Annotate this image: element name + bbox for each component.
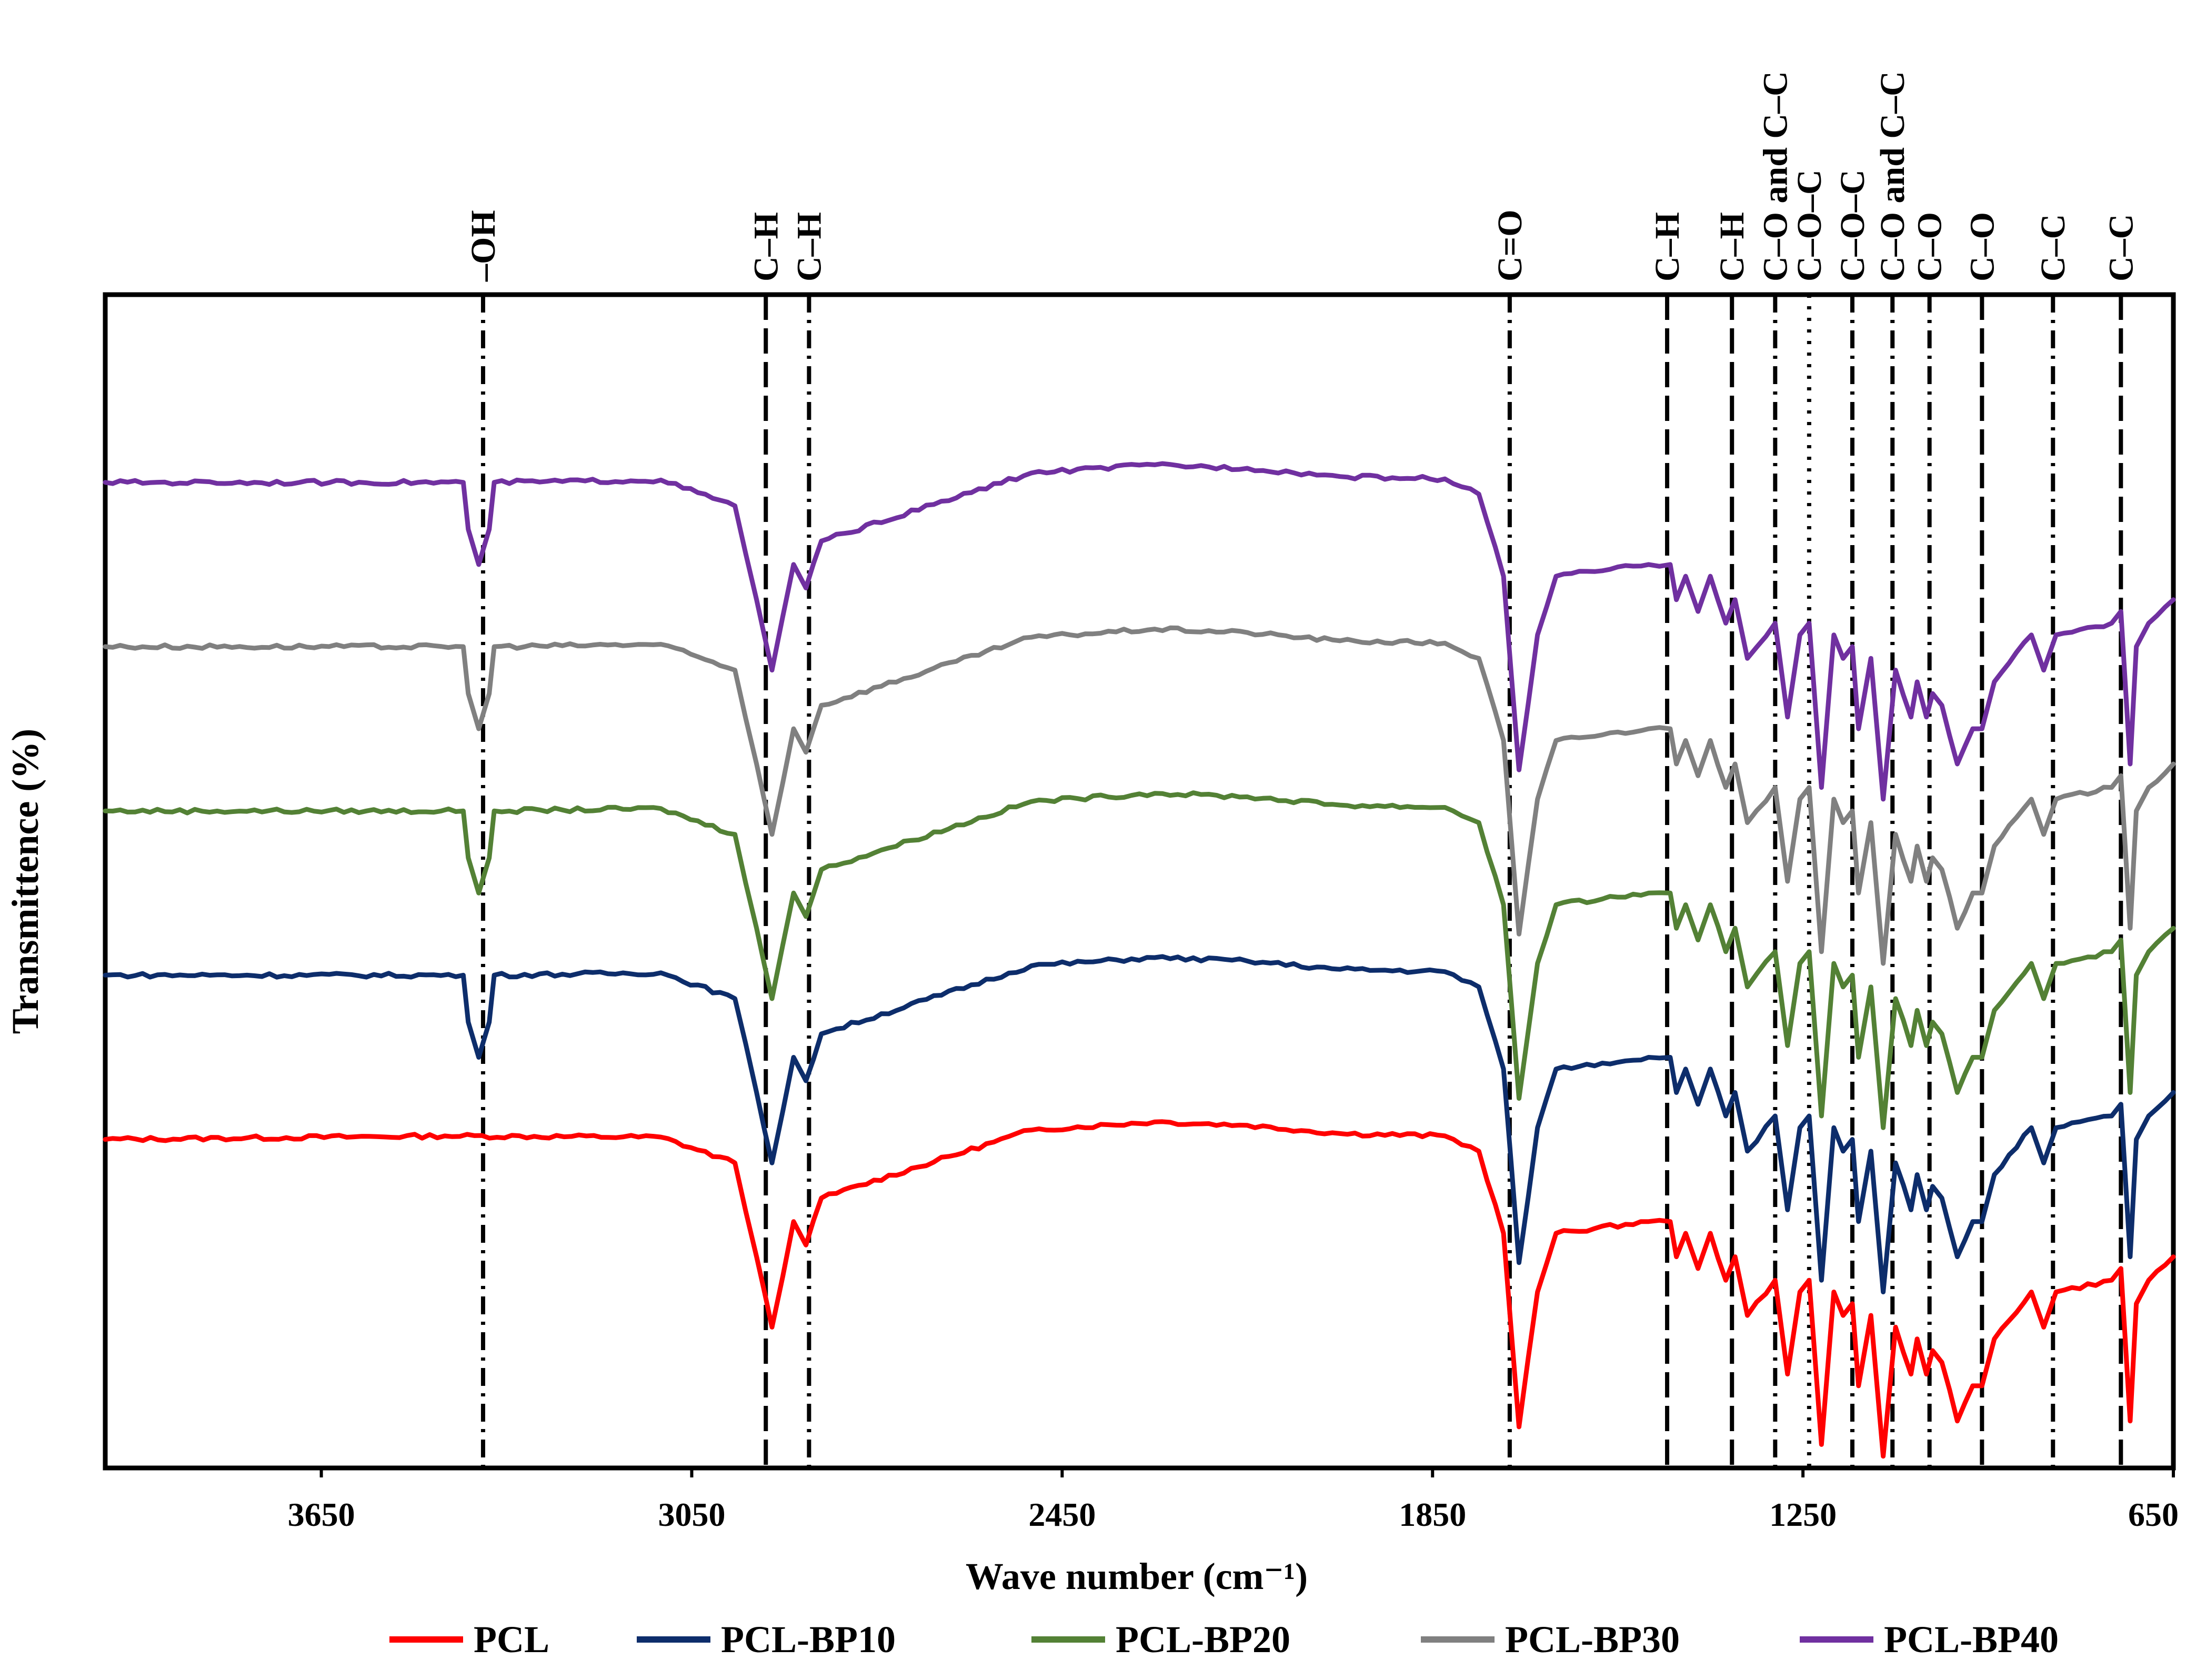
x-tick-label: 1250: [1769, 1496, 1837, 1533]
legend-label-pcl-bp30: PCL-BP30: [1505, 1618, 1680, 1661]
annotation-label: –OH: [464, 210, 503, 282]
annotation-label: C–O: [1963, 212, 2001, 281]
annotation-label: C–H: [790, 212, 828, 281]
annotation-label: C–O and C–C: [1873, 71, 1912, 281]
legend-label-pcl-bp20: PCL-BP20: [1116, 1618, 1290, 1661]
x-tick-label: 3050: [658, 1496, 725, 1533]
annotation-label: C–C: [2034, 214, 2072, 281]
series-line-pcl-bp20: [103, 790, 2176, 1130]
annotation-label: C–C: [2102, 214, 2140, 281]
annotation-label: C–H: [1713, 212, 1751, 281]
x-tick-label: 1850: [1399, 1496, 1466, 1533]
annotation-label: C=O: [1491, 209, 1529, 281]
x-axis-label: Wave number (cm⁻¹): [966, 1555, 1308, 1597]
x-ticks: 3650 3050 2450 1850 1250 650: [288, 1468, 2179, 1533]
legend-label-pcl-bp10: PCL-BP10: [721, 1618, 896, 1661]
plot-frame: [103, 292, 2176, 1471]
annotation-label: C–H: [1648, 212, 1687, 281]
series-line-pcl-bp30: [103, 625, 2176, 966]
annotation-label: C–O and C–C: [1756, 71, 1794, 281]
series-line-pcl: [103, 1119, 2176, 1459]
series-line-pcl-bp40: [103, 461, 2176, 802]
x-tick-label: 650: [2128, 1496, 2179, 1533]
series-lines: [103, 461, 2176, 1459]
x-tick-label: 2450: [1028, 1496, 1096, 1533]
annotation-label: C–O–C: [1790, 169, 1829, 281]
legend-label-pcl-bp40: PCL-BP40: [1884, 1618, 2059, 1661]
x-tick-label: 3650: [288, 1496, 355, 1533]
y-axis-label: Transmittence (%): [4, 729, 46, 1034]
series-line-pcl-bp10: [103, 954, 2176, 1294]
annotation-label: C–H: [747, 212, 785, 281]
legend: PCL PCL-BP10 PCL-BP20 PCL-BP30 PCL-BP40: [389, 1618, 2059, 1661]
legend-label-pcl: PCL: [474, 1618, 549, 1661]
annotation-label: C–O: [1911, 212, 1949, 281]
annotation-label: C–O–C: [1833, 169, 1872, 281]
annotation-labels: –OH C–H C–H C=O C–H C–H C–O and C–CC–O–C C–O–C C…: [464, 71, 2140, 282]
